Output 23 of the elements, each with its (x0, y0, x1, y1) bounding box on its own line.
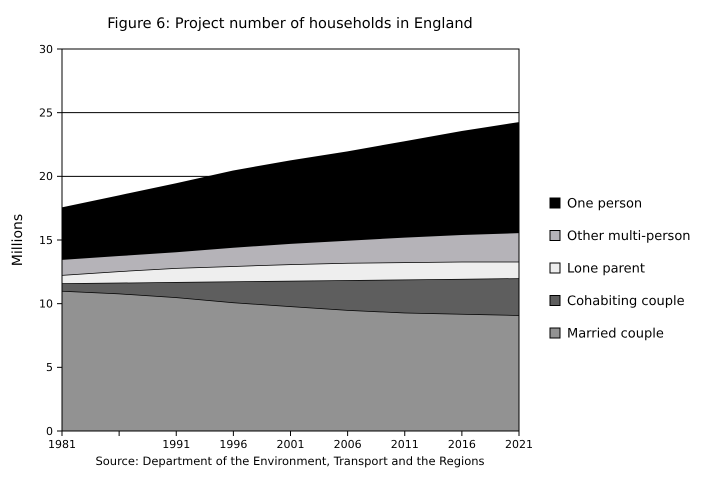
x-tick-label: 2021 (505, 438, 533, 451)
y-tick-label: 5 (46, 361, 53, 374)
y-tick-label: 25 (39, 106, 53, 120)
legend-label: Lone parent (567, 262, 645, 277)
x-tick-label: 2006 (334, 438, 362, 451)
y-tick-label: 30 (39, 42, 53, 56)
x-tick-label: 1996 (219, 438, 248, 451)
x-tick-label: 2011 (390, 438, 419, 451)
x-tick-label: 2001 (276, 438, 304, 451)
y-tick-label: 0 (46, 424, 53, 438)
legend-label: One person (567, 196, 642, 212)
x-tick-label: 1981 (48, 438, 76, 451)
source-note: Source: Department of the Environment, Transport and the Regions (95, 454, 485, 468)
x-tick-label: 2016 (448, 438, 476, 451)
y-tick-label: 15 (39, 234, 53, 247)
legend-label: Cohabiting couple (567, 294, 685, 310)
y-tick-label: 20 (39, 170, 53, 184)
y-axis-title: Millions (10, 214, 26, 266)
y-tick-label: 10 (39, 298, 53, 311)
legend-label: Married couple (567, 326, 664, 342)
chart-title: Figure 6: Project number of households in England (107, 16, 473, 32)
legend-label: Other multi-person (567, 229, 691, 244)
x-tick-label: 1991 (162, 438, 190, 451)
